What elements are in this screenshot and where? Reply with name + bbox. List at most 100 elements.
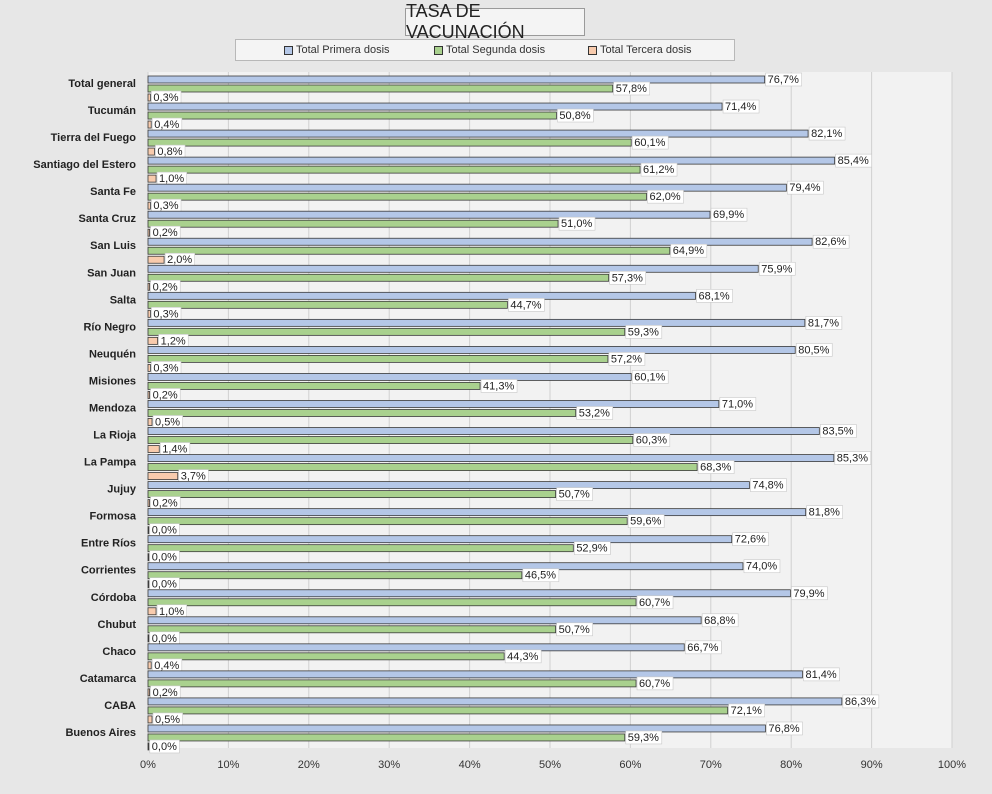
- data-label: 53,2%: [579, 407, 610, 419]
- bar-primera: [147, 562, 744, 571]
- data-label-box: [696, 289, 733, 303]
- data-label: 0,3%: [153, 92, 178, 104]
- data-label: 0,8%: [157, 146, 182, 158]
- bar-primera: [147, 210, 711, 219]
- data-label-box: [805, 316, 843, 330]
- bar-segunda: [147, 300, 508, 309]
- data-label-box: [508, 298, 545, 312]
- data-label-box: [631, 135, 669, 150]
- legend-label-primera: Total Primera dosis: [296, 44, 390, 56]
- category-label: Misiones: [89, 375, 136, 387]
- bar-segunda: [147, 706, 729, 715]
- category-label: Chaco: [102, 646, 136, 658]
- x-tick-label: 0%: [140, 759, 156, 771]
- data-label: 50,7%: [559, 489, 590, 501]
- data-label: 50,8%: [559, 110, 590, 122]
- data-label: 0,2%: [153, 227, 178, 239]
- bar-segunda: [147, 246, 671, 255]
- data-label-box: [750, 478, 787, 492]
- bar-tercera: [147, 336, 159, 345]
- data-label: 85,3%: [837, 453, 868, 465]
- data-label-box: [803, 667, 840, 682]
- data-label: 68,8%: [704, 615, 735, 627]
- data-label: 79,4%: [789, 182, 820, 194]
- data-label: 57,3%: [612, 272, 643, 284]
- data-label: 0,0%: [152, 552, 177, 564]
- x-tick-label: 60%: [619, 759, 641, 771]
- data-label: 0,3%: [153, 308, 178, 320]
- data-label-box: [558, 216, 596, 231]
- category-label: Tucumán: [88, 105, 136, 117]
- bar-segunda: [147, 192, 647, 201]
- x-tick-label: 10%: [217, 759, 239, 771]
- legend-item-tercera: Total Tercera dosis: [588, 44, 692, 56]
- data-label-box: [835, 153, 872, 168]
- data-label: 46,5%: [525, 570, 556, 582]
- category-label: Río Negro: [83, 321, 136, 333]
- bar-segunda: [147, 652, 505, 661]
- bar-tercera: [147, 715, 153, 724]
- category-label: Buenos Aires: [65, 727, 136, 739]
- data-label-box: [722, 99, 760, 114]
- data-label-box: [795, 343, 833, 357]
- data-label: 75,9%: [761, 263, 792, 275]
- bar-primera: [147, 102, 723, 111]
- bar-tercera: [147, 472, 179, 480]
- data-label: 2,0%: [167, 254, 192, 266]
- category-label: Jujuy: [107, 484, 137, 496]
- data-label: 1,4%: [162, 444, 187, 456]
- data-label-box: [820, 424, 857, 438]
- data-label: 72,1%: [731, 705, 762, 717]
- data-label-box: [766, 721, 803, 736]
- category-label: Tierra del Fuego: [51, 132, 137, 144]
- bar-tercera: [147, 607, 157, 616]
- data-label: 60,3%: [636, 435, 667, 447]
- bar-primera: [147, 291, 696, 300]
- data-label-box: [719, 397, 757, 411]
- data-label: 0,2%: [153, 389, 178, 401]
- data-label-box: [576, 406, 614, 420]
- bar-tercera: [147, 147, 155, 156]
- bar-primera: [147, 670, 803, 679]
- bar-segunda: [147, 517, 628, 526]
- bar-tercera: [147, 255, 165, 264]
- data-label-box: [636, 595, 674, 610]
- bar-segunda: [147, 273, 610, 282]
- data-label: 50,7%: [559, 624, 590, 636]
- data-label-box: [812, 234, 850, 249]
- bar-primera: [147, 345, 796, 354]
- data-label: 0,4%: [154, 119, 179, 131]
- bar-tercera: [147, 634, 150, 643]
- legend-swatch-segunda: [434, 45, 443, 55]
- data-label-box: [834, 451, 872, 465]
- data-label-box: [556, 487, 593, 501]
- category-label: Chubut: [98, 619, 137, 631]
- data-label: 0,0%: [152, 579, 177, 591]
- data-label: 86,3%: [845, 696, 876, 708]
- category-label: Corrientes: [81, 565, 136, 577]
- legend-swatch-primera: [284, 45, 293, 55]
- category-label: Santa Cruz: [79, 213, 137, 225]
- data-label-box: [697, 460, 735, 474]
- data-label-box: [608, 352, 646, 366]
- data-label-box: [625, 325, 663, 339]
- category-label: Santa Fe: [90, 186, 136, 198]
- data-label-box: [557, 108, 594, 123]
- bar-tercera: [147, 742, 150, 751]
- data-label: 81,4%: [805, 669, 836, 681]
- data-label: 0,0%: [152, 525, 177, 537]
- data-label: 1,0%: [159, 606, 184, 618]
- bar-primera: [147, 156, 836, 165]
- data-label: 1,0%: [159, 173, 184, 185]
- data-label-box: [806, 505, 843, 519]
- data-label-box: [556, 622, 593, 637]
- bar-primera: [147, 616, 702, 625]
- category-label: Total general: [68, 78, 136, 90]
- bar-tercera: [147, 661, 152, 670]
- category-label: La Pampa: [84, 457, 137, 469]
- category-label: Santiago del Estero: [33, 159, 136, 171]
- category-label: CABA: [104, 700, 136, 712]
- legend-item-segunda: Total Segunda dosis: [434, 44, 545, 56]
- bar-segunda: [147, 219, 559, 228]
